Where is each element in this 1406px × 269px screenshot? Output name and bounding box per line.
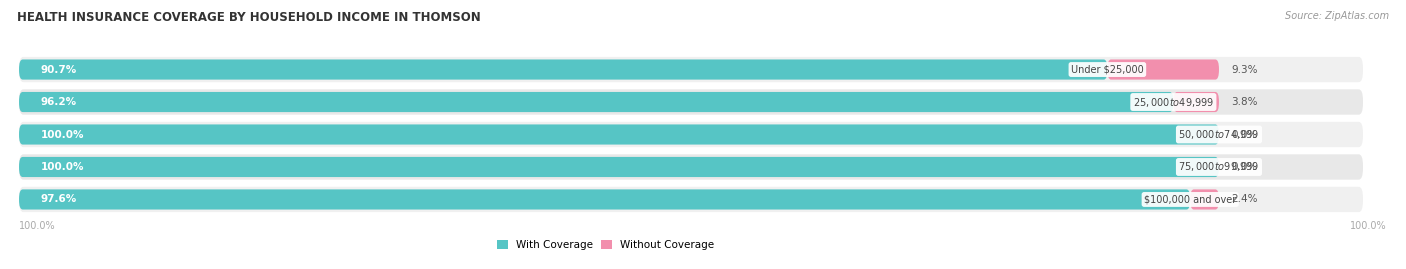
Text: 2.4%: 2.4% [1232, 194, 1257, 204]
FancyBboxPatch shape [20, 125, 1219, 144]
FancyBboxPatch shape [1108, 59, 1219, 80]
FancyBboxPatch shape [20, 157, 1219, 177]
Text: Source: ZipAtlas.com: Source: ZipAtlas.com [1285, 11, 1389, 21]
FancyBboxPatch shape [20, 122, 1362, 147]
Text: 100.0%: 100.0% [41, 162, 84, 172]
FancyBboxPatch shape [20, 154, 1362, 180]
Text: 100.0%: 100.0% [1350, 221, 1386, 231]
Text: $50,000 to $74,999: $50,000 to $74,999 [1178, 128, 1260, 141]
Text: Under $25,000: Under $25,000 [1071, 65, 1143, 75]
FancyBboxPatch shape [1174, 92, 1219, 112]
Text: $100,000 and over: $100,000 and over [1144, 194, 1236, 204]
Text: 100.0%: 100.0% [20, 221, 56, 231]
Text: 100.0%: 100.0% [41, 129, 84, 140]
FancyBboxPatch shape [20, 89, 1362, 115]
FancyBboxPatch shape [20, 59, 1108, 80]
Text: 3.8%: 3.8% [1232, 97, 1257, 107]
Text: 96.2%: 96.2% [41, 97, 77, 107]
Text: 90.7%: 90.7% [41, 65, 77, 75]
Text: 0.0%: 0.0% [1232, 162, 1257, 172]
Text: HEALTH INSURANCE COVERAGE BY HOUSEHOLD INCOME IN THOMSON: HEALTH INSURANCE COVERAGE BY HOUSEHOLD I… [17, 11, 481, 24]
Text: 0.0%: 0.0% [1232, 129, 1257, 140]
Legend: With Coverage, Without Coverage: With Coverage, Without Coverage [494, 237, 717, 253]
FancyBboxPatch shape [20, 189, 1189, 210]
FancyBboxPatch shape [1189, 189, 1219, 210]
FancyBboxPatch shape [20, 187, 1362, 212]
Text: $25,000 to $49,999: $25,000 to $49,999 [1133, 95, 1213, 108]
Text: 9.3%: 9.3% [1232, 65, 1257, 75]
Text: $75,000 to $99,999: $75,000 to $99,999 [1178, 161, 1260, 174]
Text: 97.6%: 97.6% [41, 194, 77, 204]
FancyBboxPatch shape [20, 92, 1174, 112]
FancyBboxPatch shape [20, 57, 1362, 82]
